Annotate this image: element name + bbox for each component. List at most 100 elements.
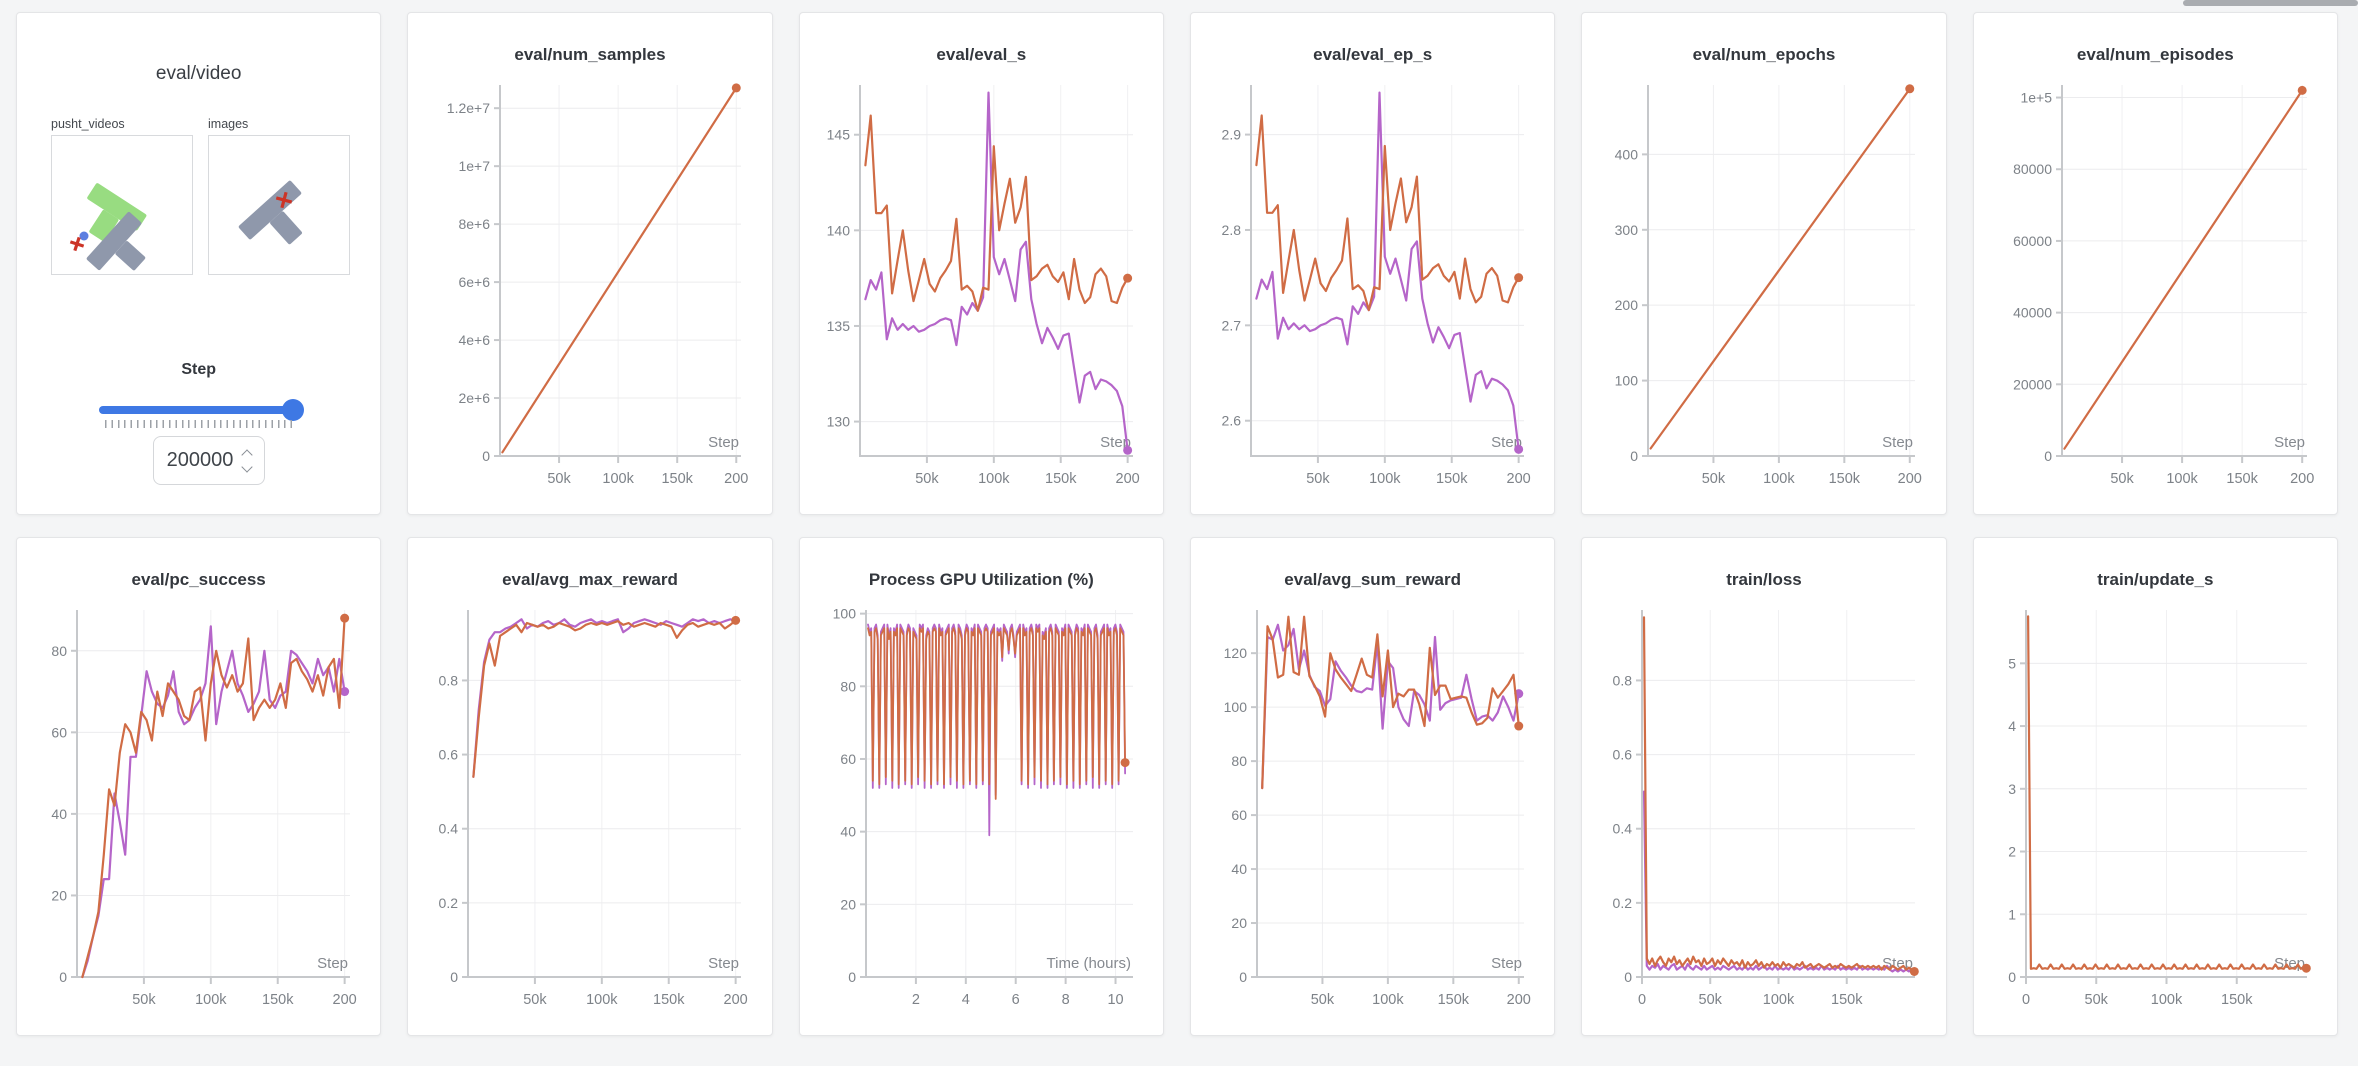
panel-eval-num-epochs: eval/num_epochs 0 100 200 300 400 50k 100k 150k…: [1581, 12, 1947, 515]
panel-eval-video: eval/video pusht_videos images: [16, 12, 382, 515]
svg-text:80: 80: [1231, 753, 1247, 769]
chevron-down-icon[interactable]: [241, 460, 254, 473]
svg-text:80: 80: [51, 643, 67, 659]
panel-title: Process GPU Utilization (%): [868, 570, 1094, 589]
svg-text:100k: 100k: [1763, 471, 1795, 487]
chart-eval-num-samples[interactable]: 0 2e+6 4e+6 6e+6 8e+6 1e+7 1.2e+7 50k 100k 150k 20…: [422, 75, 757, 500]
svg-text:40: 40: [840, 824, 856, 840]
svg-text:Step: Step: [1882, 434, 1913, 451]
svg-text:Step: Step: [1491, 434, 1522, 451]
svg-text:2.9: 2.9: [1222, 127, 1242, 143]
svg-text:150k: 150k: [1438, 992, 1470, 1008]
svg-text:80000: 80000: [2013, 161, 2052, 177]
svg-text:50k: 50k: [1699, 992, 1723, 1008]
panel-title: eval/num_episodes: [2076, 45, 2234, 64]
chart-train-update-s[interactable]: 0 1 2 3 4 5 0 50k 100k 150k Step: [1988, 600, 2323, 1021]
chart-eval-eval-s[interactable]: 130 135 140 145 50k 100k 150k 200 Step: [814, 75, 1149, 500]
svg-text:1e+5: 1e+5: [2020, 90, 2052, 106]
step-slider[interactable]: [99, 406, 301, 414]
svg-text:Time (hours): Time (hours): [1046, 955, 1130, 972]
panel-grid: eval/video pusht_videos images: [16, 12, 2338, 1036]
svg-text:0.4: 0.4: [439, 821, 459, 837]
svg-text:0.6: 0.6: [1613, 747, 1633, 763]
panel-title: eval/avg_max_reward: [502, 570, 678, 589]
svg-text:2: 2: [2008, 844, 2016, 860]
svg-text:Step: Step: [708, 434, 739, 451]
svg-text:Step: Step: [317, 955, 348, 972]
svg-text:60000: 60000: [2013, 233, 2052, 249]
step-number-input[interactable]: 200000: [153, 436, 265, 485]
svg-text:80: 80: [840, 678, 856, 694]
svg-text:300: 300: [1615, 222, 1639, 238]
svg-text:150k: 150k: [1829, 471, 1861, 487]
chart-eval-pc-success[interactable]: 0 20 40 60 80 50k 100k 150k 200 Step: [31, 600, 366, 1021]
chart-gpu-utilization[interactable]: 0 20 40 60 80 100 2 4 6 8 10 Time (hours): [814, 600, 1149, 1021]
step-slider-thumb[interactable]: [282, 399, 304, 421]
svg-text:120: 120: [1224, 645, 1248, 661]
svg-text:0: 0: [451, 969, 459, 985]
svg-text:200: 200: [1898, 471, 1922, 487]
svg-text:0: 0: [1239, 969, 1247, 985]
svg-text:3: 3: [2008, 781, 2016, 797]
svg-text:2.7: 2.7: [1222, 317, 1242, 333]
panel-eval-eval-s: eval/eval_s 130 135 140 145 50k 100k 150k 200 St…: [798, 12, 1164, 515]
horizontal-scrollbar-thumb[interactable]: [2183, 0, 2358, 6]
chart-eval-avg-max-reward[interactable]: 0 0.2 0.4 0.6 0.8 50k 100k 150k 200 Step: [422, 600, 757, 1021]
svg-text:100: 100: [1615, 373, 1639, 389]
svg-text:150k: 150k: [1436, 471, 1468, 487]
step-value[interactable]: 200000: [166, 449, 234, 471]
svg-text:2.8: 2.8: [1222, 222, 1242, 238]
svg-text:60: 60: [840, 751, 856, 767]
svg-text:0.4: 0.4: [1613, 821, 1633, 837]
media-label-images: images: [208, 117, 249, 131]
step-slider-label: Step: [181, 361, 216, 378]
svg-text:100k: 100k: [978, 471, 1010, 487]
panel-train-loss: train/loss 0 0.2 0.4 0.6 0.8 0 50k 100k 150k Step: [1581, 537, 1947, 1036]
svg-text:130: 130: [826, 414, 850, 430]
chart-eval-avg-sum-reward[interactable]: 0 20 40 60 80 100 120 50k 100k 150k 200 Step: [1205, 600, 1540, 1021]
step-slider-tickmarks: [105, 420, 297, 428]
chart-eval-eval-ep-s[interactable]: 2.6 2.7 2.8 2.9 50k 100k 150k 200 Step: [1205, 75, 1540, 500]
media-thumbnail-images[interactable]: [208, 135, 350, 275]
svg-text:20: 20: [1231, 915, 1247, 931]
svg-text:2: 2: [912, 992, 920, 1008]
svg-text:400: 400: [1615, 146, 1639, 162]
chart-train-loss[interactable]: 0 0.2 0.4 0.6 0.8 0 50k 100k 150k Step: [1596, 600, 1931, 1021]
panel-eval-num-episodes: eval/num_episodes 0 20000 40000 60000 80000 1…: [1972, 12, 2338, 515]
svg-text:200: 200: [1507, 992, 1531, 1008]
svg-text:0: 0: [848, 969, 856, 985]
svg-text:20: 20: [51, 887, 67, 903]
svg-text:60: 60: [51, 724, 67, 740]
svg-text:6e+6: 6e+6: [459, 274, 491, 290]
svg-text:4: 4: [2008, 718, 2016, 734]
panel-eval-eval-ep-s: eval/eval_ep_s 2.6 2.7 2.8 2.9 50k 100k 150k 20…: [1190, 12, 1556, 515]
svg-text:4e+6: 4e+6: [459, 332, 491, 348]
svg-text:0.2: 0.2: [1613, 895, 1633, 911]
stepper-arrows: [241, 448, 254, 473]
svg-text:20000: 20000: [2013, 376, 2052, 392]
svg-text:50k: 50k: [1311, 992, 1335, 1008]
svg-text:0.8: 0.8: [439, 672, 459, 688]
panel-title: eval/num_epochs: [1692, 45, 1836, 64]
svg-text:0: 0: [1638, 992, 1646, 1008]
svg-text:100k: 100k: [603, 471, 635, 487]
svg-text:100k: 100k: [586, 992, 618, 1008]
chart-eval-num-epochs[interactable]: 0 100 200 300 400 50k 100k 150k 200 Step: [1596, 75, 1931, 500]
svg-text:100k: 100k: [1369, 471, 1401, 487]
chart-eval-num-episodes[interactable]: 0 20000 40000 60000 80000 1e+5 50k 100k 150k 200 S…: [1988, 75, 2323, 500]
svg-text:50k: 50k: [1306, 471, 1330, 487]
svg-text:50k: 50k: [2084, 992, 2108, 1008]
svg-text:Step: Step: [1491, 955, 1522, 972]
svg-text:150k: 150k: [2226, 471, 2258, 487]
svg-text:0.8: 0.8: [1613, 672, 1633, 688]
chevron-up-icon[interactable]: [241, 448, 254, 461]
svg-text:50k: 50k: [132, 992, 156, 1008]
svg-text:2.6: 2.6: [1222, 413, 1242, 429]
svg-text:100: 100: [1224, 699, 1248, 715]
svg-text:100k: 100k: [1372, 992, 1404, 1008]
panel-title: eval/eval_ep_s: [1313, 45, 1433, 64]
media-thumbnail-pusht-videos[interactable]: [51, 135, 193, 275]
svg-text:150k: 150k: [2221, 992, 2253, 1008]
svg-text:200: 200: [1507, 471, 1531, 487]
svg-text:0: 0: [1631, 448, 1639, 464]
